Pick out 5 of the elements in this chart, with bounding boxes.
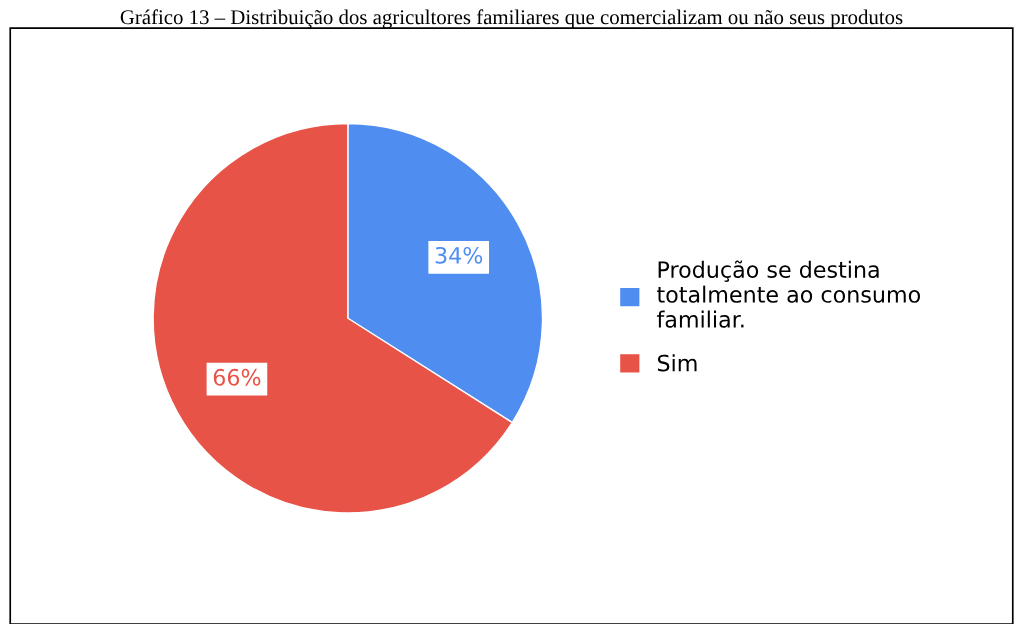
data-label: 66% [213,368,261,386]
legend-label: Sim [657,354,697,372]
chart-title: Gráfico 13 – Distribuição dos agricultores familiares que comercializam ou não seus produtos [120,9,903,29]
data-label: 34% [435,246,483,264]
legend-label: Produção se destina totalmente ao consumo familiar. [656,260,920,328]
